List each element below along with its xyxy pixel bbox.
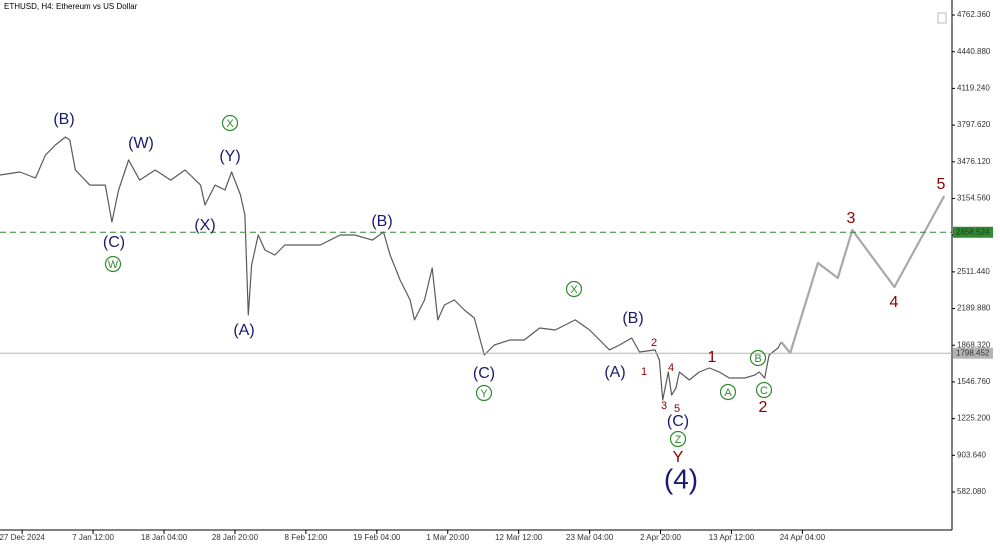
wave-circle xyxy=(104,255,122,273)
wave-label: 4 xyxy=(890,294,899,311)
wave-label: 3 xyxy=(847,210,856,227)
wave-label: X xyxy=(226,118,234,130)
y-tick-label: 1225.200 xyxy=(957,414,991,423)
x-tick-label: 27 Dec 2024 xyxy=(0,533,45,542)
wave-label: 5 xyxy=(937,176,946,193)
chart-title: ETHUSD, H4: Ethereum vs US Dollar xyxy=(4,2,138,11)
wave-label: Z xyxy=(675,434,682,446)
wave-label: (A) xyxy=(233,322,254,339)
wave-label: 3 xyxy=(661,400,667,412)
x-tick-label: 13 Apr 12:00 xyxy=(709,533,755,542)
y-tick-label: 1546.760 xyxy=(957,377,991,386)
wave-label: (X) xyxy=(194,217,215,234)
y-tick-label: 2511.440 xyxy=(957,267,990,276)
wave-label: (Y) xyxy=(219,148,240,165)
wave-label: 2 xyxy=(651,337,657,349)
y-tick-label: 3476.120 xyxy=(957,157,991,166)
scale-button[interactable] xyxy=(937,12,947,24)
x-tick-label: 18 Jan 04:00 xyxy=(141,533,188,542)
y-tick-label: 3797.620 xyxy=(957,120,991,129)
wave-circle xyxy=(669,430,687,448)
wave-label: (B) xyxy=(53,111,74,128)
wave-label: (4) xyxy=(664,463,698,494)
x-tick-label: 2 Apr 20:00 xyxy=(640,533,681,542)
y-tick-label: 4440.880 xyxy=(957,47,991,56)
x-tick-label: 8 Feb 12:00 xyxy=(285,533,328,542)
wave-circle xyxy=(719,383,737,401)
wave-label: X xyxy=(570,284,578,296)
wave-label: Y xyxy=(480,388,488,400)
x-tick-label: 19 Feb 04:00 xyxy=(353,533,401,542)
wave-label: (B) xyxy=(371,213,392,230)
wave-label: (W) xyxy=(128,135,154,152)
x-tick-label: 28 Jan 20:00 xyxy=(212,533,259,542)
y-tick-label: 1868.320 xyxy=(957,340,991,349)
wave-label: (C) xyxy=(473,365,495,382)
y-tick-label: 4762.360 xyxy=(957,10,991,19)
y-tick-label: 582.080 xyxy=(957,487,986,496)
wave-circle xyxy=(565,280,583,298)
y-tick-label: 903.640 xyxy=(957,450,986,459)
x-tick-label: 24 Apr 04:00 xyxy=(780,533,826,542)
price-level-label: 2858.524 xyxy=(956,227,990,236)
x-tick-label: 23 Mar 04:00 xyxy=(566,533,614,542)
wave-label: C xyxy=(760,385,768,397)
y-tick-label: 3154.560 xyxy=(957,194,991,203)
price-level-box xyxy=(953,347,993,359)
price-line xyxy=(0,136,782,401)
wave-label: (B) xyxy=(622,310,643,327)
wave-label: (C) xyxy=(667,413,689,430)
wave-label: (A) xyxy=(604,364,625,381)
price-level-label: 1798.452 xyxy=(956,348,990,357)
wave-label: (C) xyxy=(103,234,125,251)
wave-circle xyxy=(755,381,773,399)
y-tick-label: 2189.880 xyxy=(957,304,991,313)
wave-label: 2 xyxy=(759,399,768,416)
wave-label: A xyxy=(724,387,732,399)
wave-label: W xyxy=(108,259,119,271)
wave-label: 5 xyxy=(674,403,680,415)
wave-circle xyxy=(475,384,493,402)
wave-label: 1 xyxy=(641,366,647,378)
wave-label: 1 xyxy=(708,349,717,366)
price-level-box xyxy=(953,226,993,238)
y-tick-label: 4119.240 xyxy=(957,84,990,93)
wave-label: B xyxy=(754,353,761,365)
x-tick-label: 7 Jan 12:00 xyxy=(72,533,114,542)
x-tick-label: 12 Mar 12:00 xyxy=(495,533,543,542)
wave-circle xyxy=(749,349,767,367)
wave-circle xyxy=(221,114,239,132)
x-tick-label: 1 Mar 20:00 xyxy=(426,533,469,542)
wave-label: 4 xyxy=(668,362,674,374)
wave-label: Y xyxy=(673,449,684,466)
